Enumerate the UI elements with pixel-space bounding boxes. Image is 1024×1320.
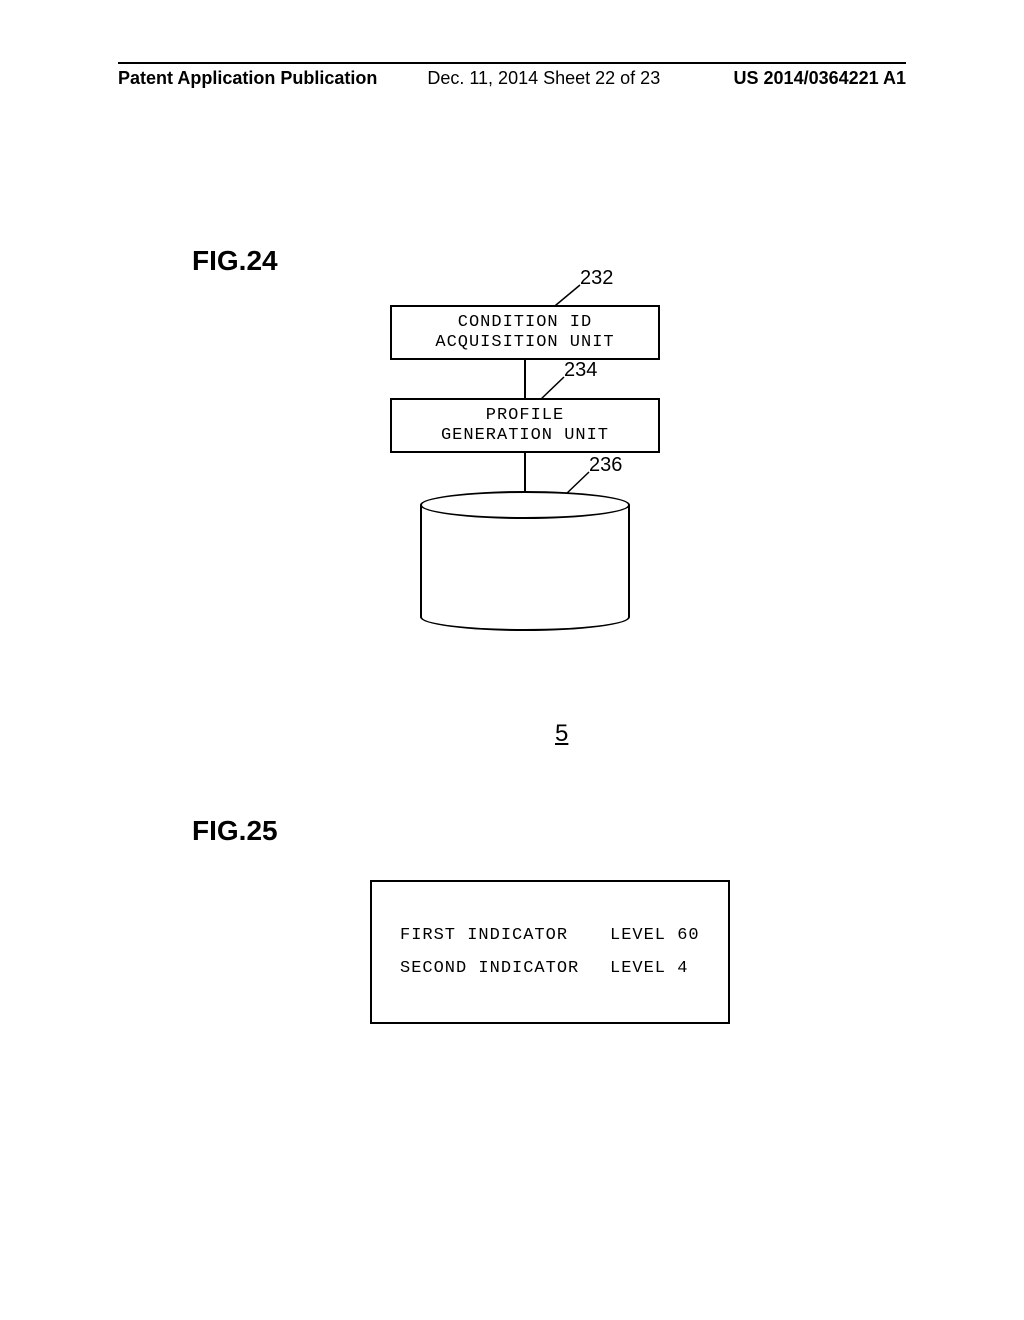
ref-232: 232 (580, 267, 613, 290)
block1-line2: ACQUISITION UNIT (392, 333, 658, 353)
header: Patent Application Publication Dec. 11, … (118, 62, 906, 89)
indicator-label: SECOND INDICATOR (400, 959, 610, 978)
indicator-row: FIRST INDICATOR LEVEL 60 (400, 926, 700, 945)
ref-5: 5 (555, 720, 568, 748)
profile-gen-block: PROFILE GENERATION UNIT (390, 398, 660, 453)
block1-line1: CONDITION ID (392, 313, 658, 333)
indicator-value: LEVEL 60 (610, 926, 700, 945)
header-date: Dec. 11, 2014 Sheet 22 of 23 (427, 68, 660, 89)
connector-1 (524, 360, 526, 398)
fig24-label: FIG.24 (192, 245, 278, 277)
indicator-label: FIRST INDICATOR (400, 926, 610, 945)
ref-236: 236 (589, 454, 622, 477)
fig25-label: FIG.25 (192, 815, 278, 847)
connector-2 (524, 453, 526, 491)
header-left: Patent Application Publication (118, 68, 377, 89)
block2-line2: GENERATION UNIT (392, 426, 658, 446)
block2-line1: PROFILE (392, 406, 658, 426)
indicator-value: LEVEL 4 (610, 959, 688, 978)
header-right: US 2014/0364221 A1 (734, 68, 906, 89)
fig24-diagram: 232 CONDITION ID ACQUISITION UNIT 234 PR… (390, 305, 660, 631)
condition-id-block: CONDITION ID ACQUISITION UNIT (390, 305, 660, 360)
ref-234: 234 (564, 359, 597, 382)
fig25-box: FIRST INDICATOR LEVEL 60 SECOND INDICATO… (370, 880, 730, 1024)
indicator-row: SECOND INDICATOR LEVEL 4 (400, 959, 700, 978)
cylinder (420, 491, 630, 631)
